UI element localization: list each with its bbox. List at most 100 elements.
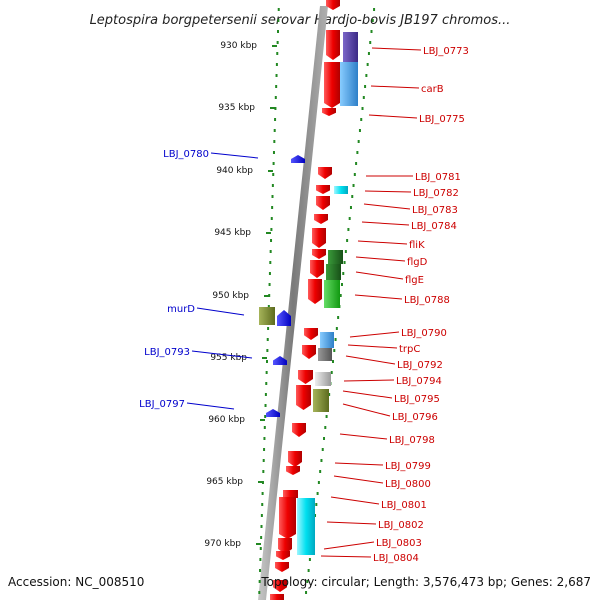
guide-dot [272,162,275,165]
gene-shape [328,250,343,264]
guide-dot [264,415,267,418]
leader-line [355,256,406,262]
gene-shape [314,214,328,224]
gene-shape [297,498,315,555]
guide-dot [352,184,355,187]
guide-dot [270,239,273,242]
genome-backbone [258,6,328,600]
tick-mark [262,357,267,359]
guide-dot [259,569,262,572]
guide-dot [307,569,310,572]
guide-dot [276,41,279,44]
guide-dot [262,470,265,473]
guide-dot [268,283,271,286]
gene-label-LBJ_0799[interactable]: LBJ_0799 [385,461,431,472]
guide-dot [348,217,351,220]
gene-label-LBJ_0773[interactable]: LBJ_0773 [423,46,469,57]
leader-line [334,462,384,466]
leader-line [320,555,372,558]
gene-label-LBJ_0797[interactable]: LBJ_0797 [139,399,185,410]
gene-shape [291,155,305,163]
gene-label-LBJ_0795[interactable]: LBJ_0795 [394,394,440,405]
gene-shape [273,580,287,592]
tick-mark [260,419,265,421]
guide-dot [274,118,277,121]
gene-label-LBJ_0793[interactable]: LBJ_0793 [144,347,190,358]
gene-shape [276,551,290,560]
guide-dot [325,415,328,418]
gene-label-fliK[interactable]: fliK [409,240,425,251]
guide-dot [342,272,345,275]
gene-label-carB[interactable]: carB [421,84,444,95]
gene-shape [283,490,298,498]
tick-label: 960 kbp [208,415,245,425]
gene-shape [320,332,334,348]
leader-line [186,402,235,410]
gene-label-LBJ_0802[interactable]: LBJ_0802 [378,520,424,531]
gene-label-LBJ_0783[interactable]: LBJ_0783 [412,205,458,216]
gene-shape [296,385,311,410]
leader-line [363,203,411,210]
guide-dot [324,426,327,429]
gene-labels: LBJ_0773 carB LBJ_0775 LBJ_0781 LBJ_0782 LBJ_… [139,46,469,564]
gene-label-flgE[interactable]: flgE [405,275,424,286]
leader-line [371,47,422,51]
tick-label: 965 kbp [206,477,243,487]
gene-label-LBJ_0796[interactable]: LBJ_0796 [392,412,438,423]
gene-label-LBJ_0800[interactable]: LBJ_0800 [385,479,431,490]
leader-line [342,403,391,417]
gene-label-LBJ_0782[interactable]: LBJ_0782 [413,188,459,199]
dotted-guides [258,8,376,594]
guide-dot [333,349,336,352]
guide-dot [351,195,354,198]
guide-dot [276,52,279,55]
guide-dot [335,327,338,330]
gene-label-flgD[interactable]: flgD [407,257,428,268]
guide-dot [260,514,263,517]
leader-line [343,379,395,382]
gene-shape [259,307,275,325]
guide-dot [269,261,272,264]
guide-dot [370,30,373,33]
gene-label-LBJ_0804[interactable]: LBJ_0804 [373,553,419,564]
guide-dot [369,41,372,44]
guide-dot [266,338,269,341]
guide-dot [270,228,273,231]
gene-label-LBJ_0803[interactable]: LBJ_0803 [376,538,422,549]
leader-line [333,475,384,484]
guide-dot [275,85,278,88]
gene-shape [298,370,313,384]
gene-shape [270,594,284,600]
gene-shape [340,62,358,106]
gene-label-LBJ_0798[interactable]: LBJ_0798 [389,435,435,446]
guide-dot [264,404,267,407]
guide-dot [353,173,356,176]
gene-shape [288,451,302,467]
guide-dot [272,173,275,176]
guide-dot [360,118,363,121]
guide-dot [308,558,311,561]
gene-label-trpC[interactable]: trpC [399,344,420,355]
gene-label-LBJ_0794[interactable]: LBJ_0794 [396,376,442,387]
gene-label-LBJ_0801[interactable]: LBJ_0801 [381,500,427,511]
gene-shape [279,497,296,539]
tick-label: 940 kbp [216,166,253,176]
guide-dot [263,448,266,451]
guide-dot [273,129,276,132]
gene-label-LBJ_0792[interactable]: LBJ_0792 [397,360,443,371]
leader-line [210,152,259,159]
gene-label-LBJ_0780[interactable]: LBJ_0780 [163,149,209,160]
gene-label-LBJ_0775[interactable]: LBJ_0775 [419,114,465,125]
gene-shape [310,260,324,278]
guide-dot [367,52,370,55]
gene-label-LBJ_0788[interactable]: LBJ_0788 [404,295,450,306]
guide-dot [259,558,262,561]
guide-dot [340,283,343,286]
gene-shape [292,423,306,437]
gene-label-LBJ_0781[interactable]: LBJ_0781 [415,172,461,183]
leader-line [364,190,412,193]
gene-label-murD[interactable]: murD [167,304,195,315]
gene-label-LBJ_0784[interactable]: LBJ_0784 [411,221,457,232]
gene-label-LBJ_0790[interactable]: LBJ_0790 [401,328,447,339]
gene-shape [324,62,340,108]
